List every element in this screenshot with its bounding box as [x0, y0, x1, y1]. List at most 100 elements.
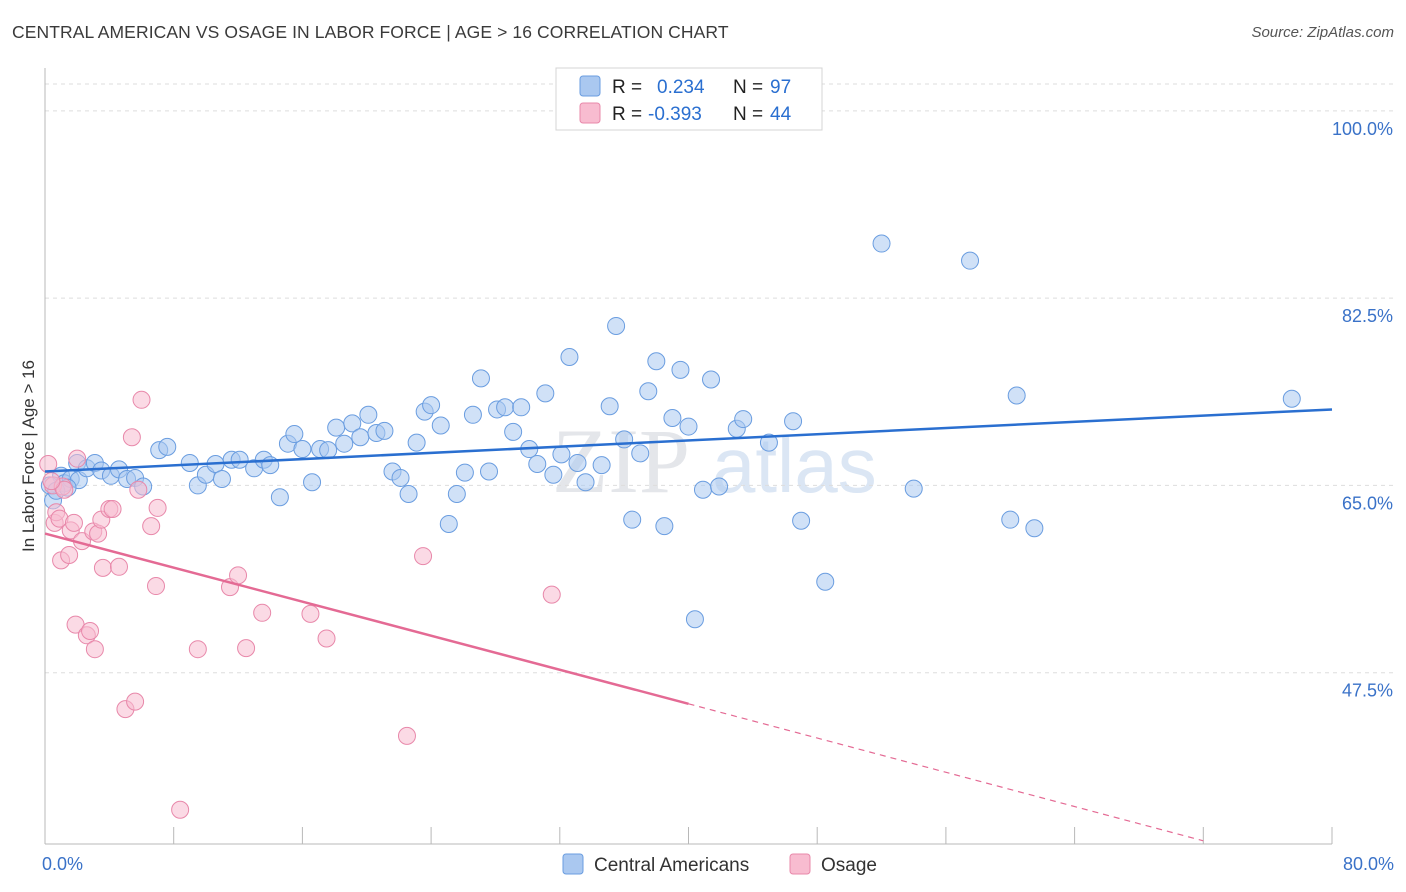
point-osage: [414, 547, 433, 566]
y-tick-label: 100.0%: [1332, 119, 1393, 139]
point-central-americans: [663, 409, 682, 428]
point-osage: [64, 513, 83, 532]
point-osage: [81, 622, 100, 641]
point-central-americans: [158, 437, 177, 456]
point-osage: [126, 692, 145, 711]
y-tick-label: 82.5%: [1342, 306, 1393, 326]
trend-lines: [44, 408, 1333, 842]
point-osage: [93, 558, 112, 577]
point-central-americans: [693, 480, 712, 499]
legend-r-value: 0.234: [657, 77, 705, 98]
point-central-americans: [407, 433, 426, 452]
y-tick-label: 47.5%: [1342, 681, 1393, 701]
legend-r-label: R =: [612, 77, 642, 98]
point-central-americans: [792, 511, 811, 530]
point-osage: [55, 480, 74, 499]
point-central-americans: [904, 479, 923, 498]
point-central-americans: [671, 360, 690, 379]
point-central-americans: [615, 430, 634, 449]
point-central-americans: [303, 473, 322, 492]
point-osage: [229, 566, 248, 585]
y-tick-labels: 47.5% 65.0% 82.5% 100.0%: [1332, 119, 1393, 701]
legend-swatch-pink: [579, 102, 601, 124]
point-central-americans: [1001, 510, 1020, 529]
point-osage: [122, 428, 141, 447]
bottom-legend-swatch-pink: [789, 853, 811, 875]
x-tick-label-min: 0.0%: [42, 854, 83, 874]
trend-line-central-americans: [44, 408, 1333, 473]
point-central-americans: [335, 434, 354, 453]
point-central-americans: [568, 453, 587, 472]
point-osage: [85, 640, 104, 659]
point-central-americans: [631, 444, 650, 463]
source-credit: Source: ZipAtlas.com: [1251, 24, 1394, 41]
x-tick-label-max: 80.0%: [1343, 854, 1394, 874]
point-central-americans: [552, 445, 571, 464]
series-osage: [39, 390, 561, 819]
bottom-legend-label-central-americans: Central Americans: [594, 855, 749, 876]
point-central-americans: [422, 396, 441, 415]
point-central-americans: [1025, 519, 1044, 538]
point-central-americans: [343, 414, 362, 433]
point-central-americans: [872, 234, 891, 253]
point-central-americans: [734, 410, 753, 429]
point-central-americans: [504, 422, 523, 441]
point-osage: [148, 498, 167, 517]
trend-line-osage: [44, 532, 689, 705]
point-osage: [129, 480, 148, 499]
point-central-americans: [560, 347, 579, 366]
trend-line-osage-extension: [688, 703, 1204, 842]
x-ticks: [173, 827, 1333, 844]
point-central-americans: [455, 463, 474, 482]
point-central-americans: [285, 425, 304, 444]
legend-box: R = 0.234 N = 97 R = -0.393 N = 44: [555, 67, 823, 131]
legend-swatch-blue: [579, 75, 601, 97]
point-osage: [68, 449, 87, 468]
point-osage: [147, 577, 166, 596]
point-central-americans: [639, 382, 658, 401]
bottom-legend-swatch-blue: [562, 853, 584, 875]
point-central-americans: [536, 384, 555, 403]
point-osage: [171, 800, 190, 819]
point-osage: [132, 390, 151, 409]
point-central-americans: [375, 421, 394, 440]
point-central-americans: [212, 470, 231, 489]
point-central-americans: [759, 433, 778, 452]
point-central-americans: [655, 517, 674, 536]
bottom-legend: Central Americans Osage: [562, 853, 877, 876]
point-central-americans: [447, 484, 466, 503]
legend-n-value: 97: [770, 77, 791, 98]
point-central-americans: [270, 488, 289, 507]
legend-r-label: R =: [612, 104, 642, 125]
point-central-americans: [710, 477, 729, 496]
point-osage: [253, 603, 272, 622]
point-central-americans: [439, 514, 458, 533]
point-central-americans: [623, 510, 642, 529]
point-central-americans: [391, 468, 410, 487]
point-central-americans: [512, 398, 531, 417]
point-osage: [103, 499, 122, 518]
point-osage: [317, 629, 336, 648]
point-osage: [188, 640, 207, 659]
point-osage: [301, 604, 320, 623]
point-central-americans: [679, 417, 698, 436]
point-central-americans: [399, 484, 418, 503]
point-central-americans: [319, 441, 338, 460]
point-central-americans: [592, 456, 611, 475]
point-central-americans: [293, 440, 312, 459]
y-axis-label: In Labor Force | Age > 16: [19, 360, 38, 552]
legend-n-label: N =: [733, 77, 763, 98]
point-central-americans: [431, 416, 450, 435]
point-central-americans: [685, 610, 704, 629]
point-central-americans: [1282, 389, 1301, 408]
legend-r-value: -0.393: [648, 104, 702, 125]
point-central-americans: [607, 316, 626, 335]
point-central-americans: [647, 352, 666, 371]
point-osage: [110, 557, 129, 576]
point-central-americans: [230, 450, 249, 469]
point-central-americans: [351, 428, 370, 447]
point-osage: [397, 726, 416, 745]
point-central-americans: [600, 397, 619, 416]
point-central-americans: [480, 462, 499, 481]
